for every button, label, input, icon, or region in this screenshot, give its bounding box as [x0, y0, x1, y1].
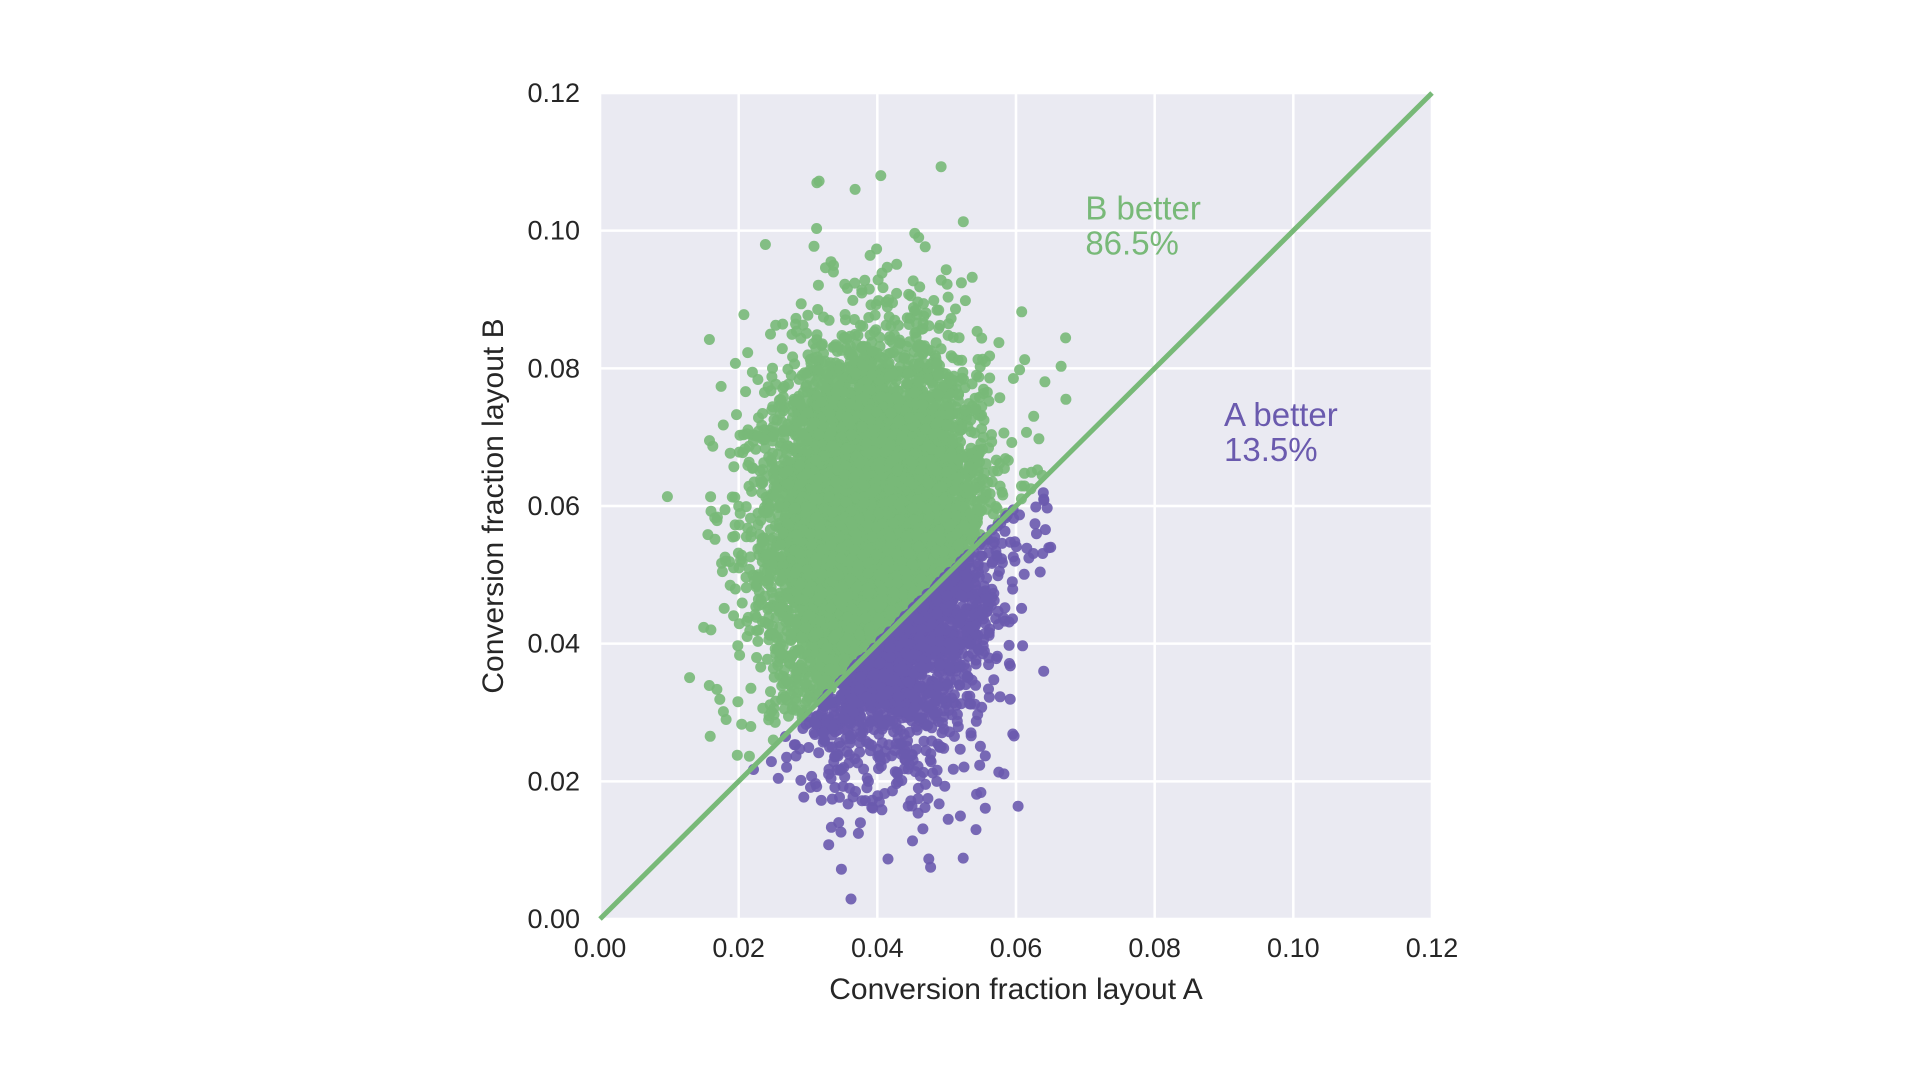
b-better-point	[745, 683, 756, 694]
b-better-point	[714, 694, 725, 705]
b-better-point	[943, 330, 954, 341]
b-better-point	[967, 272, 978, 283]
b-better-point	[716, 381, 727, 392]
b-better-point	[978, 384, 989, 395]
b-better-point	[720, 552, 731, 563]
b-better-point	[706, 506, 717, 517]
b-better-point	[796, 298, 807, 309]
b-better-point	[718, 420, 729, 431]
b-better-point	[777, 319, 788, 330]
b-better-point	[965, 415, 976, 426]
b-better-point	[928, 295, 939, 306]
b-better-point	[740, 386, 751, 397]
b-better-point	[728, 461, 739, 472]
b-better-point	[870, 310, 881, 321]
b-better-point	[732, 696, 743, 707]
b-better-point	[812, 304, 823, 315]
b-better-point	[705, 491, 716, 502]
b-better-point	[734, 650, 745, 661]
b-better-point	[745, 531, 756, 542]
b-better-point	[824, 315, 835, 326]
b-better-point	[941, 264, 952, 275]
b-better-point	[662, 491, 673, 502]
b-better-point	[719, 603, 730, 614]
b-better-point	[684, 672, 695, 683]
b-better-point	[778, 391, 789, 402]
b-better-point	[998, 428, 1009, 439]
b-better-point	[751, 625, 762, 636]
b-better-point	[921, 308, 932, 319]
b-better-point	[813, 280, 824, 291]
b-better-point	[976, 333, 987, 344]
b-better-point	[765, 686, 776, 697]
b-better-point	[704, 334, 715, 345]
b-better-point	[742, 631, 753, 642]
b-better-point	[802, 310, 813, 321]
b-better-point	[1021, 427, 1032, 438]
b-better-point	[777, 343, 788, 354]
b-better-point	[883, 294, 894, 305]
b-better-point	[737, 598, 748, 609]
b-better-point	[997, 490, 1008, 501]
b-better-point	[783, 379, 794, 390]
b-better-point	[1060, 332, 1071, 343]
b-better-point	[891, 259, 902, 270]
b-better-point	[984, 373, 995, 384]
b-better-point	[950, 304, 961, 315]
b-better-point	[705, 731, 716, 742]
b-better-point	[960, 295, 971, 306]
b-better-point	[720, 504, 731, 515]
b-better-point	[994, 392, 1005, 403]
b-better-point	[978, 432, 989, 443]
b-better-point	[882, 262, 893, 273]
b-better-point	[759, 387, 770, 398]
b-better-point	[745, 721, 756, 732]
b-better-point	[744, 751, 755, 762]
b-better-point	[742, 347, 753, 358]
b-better-point	[757, 408, 768, 419]
b-better-point	[946, 313, 957, 324]
b-better-point	[751, 652, 762, 663]
b-better-point	[958, 216, 969, 227]
b-better-point	[1028, 411, 1039, 422]
b-better-point	[732, 640, 743, 651]
